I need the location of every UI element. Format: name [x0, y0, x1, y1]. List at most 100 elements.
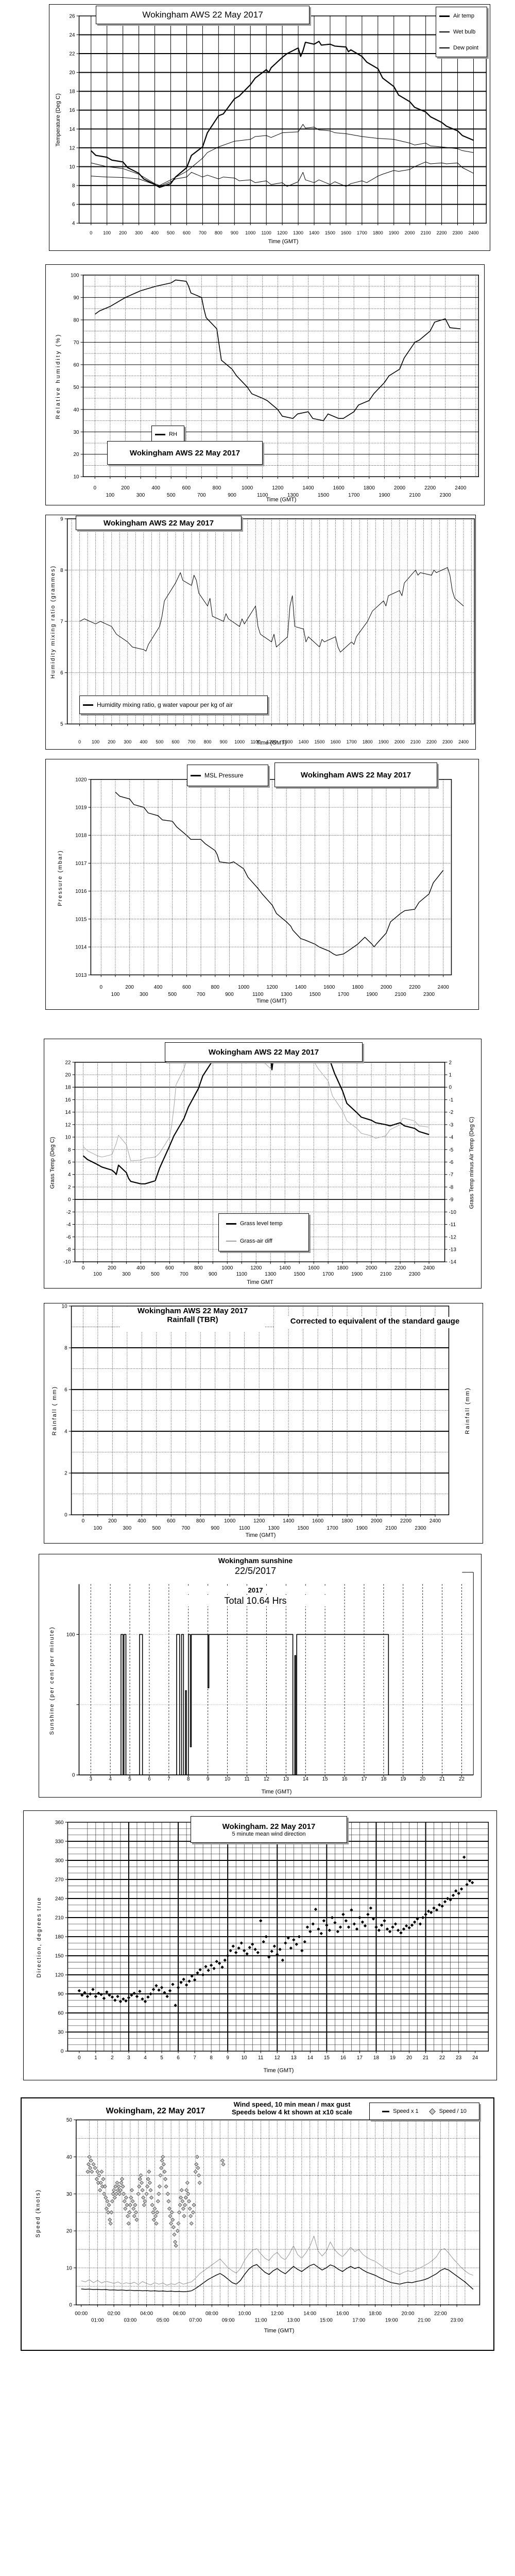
svg-text:6: 6: [148, 1776, 151, 1782]
line-sample-icon: [439, 31, 450, 32]
svg-text:-6: -6: [66, 1234, 71, 1240]
svg-text:500: 500: [152, 1526, 161, 1531]
svg-text:1600: 1600: [312, 1518, 324, 1524]
svg-text:400: 400: [151, 230, 159, 235]
svg-text:23: 23: [456, 2055, 462, 2061]
chart-title: Wokingham sunshine: [178, 1556, 333, 1565]
svg-text:-9: -9: [449, 1197, 454, 1203]
svg-text:5: 5: [60, 722, 63, 727]
chart-title: Wokingham AWS 22 May 2017: [103, 518, 214, 528]
svg-text:6: 6: [72, 202, 75, 208]
svg-text:500: 500: [167, 230, 175, 235]
svg-text:20: 20: [73, 452, 79, 457]
svg-text:-7: -7: [449, 1172, 454, 1178]
svg-text:90: 90: [58, 1992, 64, 1997]
svg-text:1900: 1900: [379, 493, 390, 498]
svg-text:1700: 1700: [327, 1526, 339, 1531]
svg-text:0: 0: [94, 485, 97, 491]
svg-text:2300: 2300: [453, 230, 463, 235]
svg-text:400: 400: [138, 1518, 146, 1524]
svg-text:70: 70: [73, 340, 79, 346]
y-axis-label: Speed (knots): [35, 2189, 41, 2238]
chart-title: Wokingham AWS 22 May 2017: [129, 448, 241, 457]
plot-svg: 100 0 3 4 5 6 7 8 9 10 11 12 13 14 15 16 17 18 19 20 21 22: [66, 1572, 474, 1782]
svg-text:20: 20: [406, 2055, 413, 2061]
x-axis-label: Time (GMT): [256, 740, 287, 746]
svg-text:800: 800: [215, 230, 222, 235]
svg-text:2200: 2200: [426, 739, 437, 744]
svg-text:1100: 1100: [252, 992, 264, 997]
svg-text:2300: 2300: [415, 1526, 426, 1531]
svg-text:1900: 1900: [351, 1272, 363, 1277]
chart-title: Wokingham AWS 22 May 2017: [137, 1307, 248, 1315]
svg-text:6: 6: [64, 1387, 67, 1393]
legend-label: Dew point: [453, 44, 478, 51]
svg-text:1400: 1400: [309, 230, 319, 235]
svg-text:26: 26: [70, 13, 76, 19]
svg-text:11:00: 11:00: [255, 2317, 268, 2323]
svg-text:800: 800: [196, 1518, 205, 1524]
svg-text:1300: 1300: [282, 739, 293, 744]
svg-text:1900: 1900: [379, 739, 389, 744]
svg-text:2: 2: [68, 1184, 71, 1190]
svg-text:150: 150: [55, 1954, 64, 1959]
plot-svg: 26 24 22 20 18 16 14 12 10 8 6 4 0 100 200 300 400 500 600…: [70, 13, 487, 235]
svg-text:2300: 2300: [423, 992, 435, 997]
svg-text:200: 200: [119, 230, 127, 235]
chart-note: Wind speed, 10 min mean / max gust Speed…: [207, 2100, 377, 2116]
legend-item: Grass-air diff: [226, 1238, 305, 1244]
legend-label: Speed x 1: [393, 2108, 419, 2114]
svg-text:13: 13: [291, 2055, 297, 2061]
legend: Speed x 1 Speed / 10: [369, 2103, 479, 2120]
svg-text:-4: -4: [66, 1222, 71, 1228]
svg-text:700: 700: [188, 739, 196, 744]
svg-text:800: 800: [204, 739, 212, 744]
plot-svg: 9 8 7 6 5 0 100 200 300 400 500 600 700 800 900 1000 110…: [60, 516, 475, 744]
svg-text:-5: -5: [449, 1147, 454, 1153]
svg-text:300: 300: [135, 230, 143, 235]
svg-text:1400: 1400: [279, 1265, 291, 1271]
svg-text:1400: 1400: [298, 739, 308, 744]
svg-text:2000: 2000: [394, 485, 406, 491]
chart-title-box: Wokingham. 22 May 2017 5 minute mean win…: [191, 1816, 347, 1843]
svg-text:2100: 2100: [395, 992, 407, 997]
svg-text:600: 600: [165, 1265, 174, 1271]
svg-text:2100: 2100: [380, 1272, 392, 1277]
svg-text:900: 900: [228, 493, 236, 498]
note-text: Corrected to equivalent of the standard …: [290, 1317, 460, 1326]
svg-text:1800: 1800: [352, 985, 364, 990]
svg-text:-6: -6: [449, 1160, 454, 1165]
svg-text:1015: 1015: [75, 917, 87, 922]
chart-title: Wokingham AWS 22 May 2017: [300, 770, 411, 779]
svg-text:-10: -10: [63, 1260, 71, 1265]
svg-text:23:00: 23:00: [451, 2317, 464, 2323]
line-sample-icon: [439, 47, 450, 48]
line-sample-icon: [226, 1241, 236, 1242]
svg-text:1600: 1600: [323, 985, 335, 990]
svg-text:1200: 1200: [266, 739, 277, 744]
svg-text:200: 200: [108, 1518, 117, 1524]
svg-text:18:00: 18:00: [369, 2311, 382, 2317]
svg-text:1013: 1013: [75, 973, 87, 978]
svg-text:0: 0: [61, 2049, 64, 2055]
chart-msl-pressure: 1020 1019 1018 1017 1016 1015 1014 1013 0 200 400 6…: [45, 759, 479, 1010]
svg-text:8: 8: [187, 1776, 190, 1782]
svg-text:200: 200: [121, 485, 130, 491]
legend-item: Wet bulb: [439, 29, 484, 35]
svg-text:-8: -8: [449, 1184, 454, 1190]
chart-year: 2017: [178, 1586, 333, 1594]
svg-text:22: 22: [459, 1776, 465, 1782]
legend-label: Wet bulb: [453, 28, 476, 35]
svg-text:1: 1: [449, 1073, 452, 1078]
legend: MSL Pressure: [187, 765, 268, 786]
svg-text:20: 20: [70, 70, 76, 76]
svg-text:9: 9: [60, 516, 63, 522]
legend-label: Grass-air diff: [240, 1238, 272, 1244]
svg-text:1300: 1300: [281, 992, 293, 997]
svg-text:100: 100: [94, 1526, 102, 1531]
note-line2: Speeds below 4 kt shown at x10 scale: [231, 2108, 353, 2116]
svg-text:40: 40: [66, 2155, 73, 2160]
svg-text:700: 700: [197, 992, 205, 997]
